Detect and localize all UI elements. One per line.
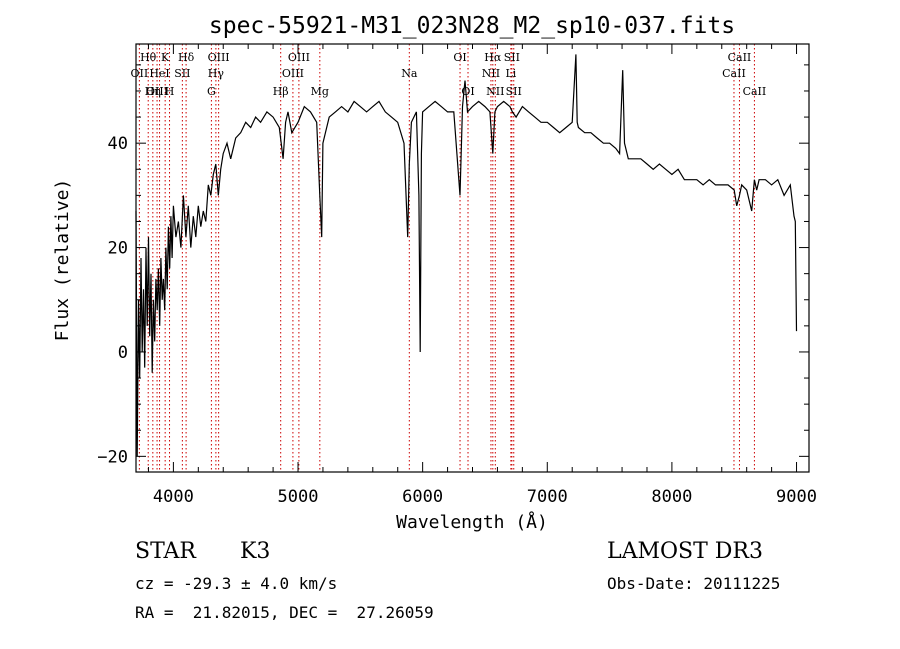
y-tick-label: 0 (118, 343, 128, 363)
line-label-3: Hη (145, 85, 161, 98)
line-label-5: K (161, 51, 170, 64)
x-tick-label: 7000 (527, 487, 568, 507)
line-label-7: SII (174, 67, 190, 80)
line-label-0: Hθ (140, 51, 157, 64)
line-label-12: Hβ (273, 85, 289, 98)
line-label-23: Li (505, 67, 516, 80)
sky-coordinates: RA = 21.82015, DEC = 27.26059 (135, 603, 434, 622)
line-label-20: NII (482, 67, 500, 80)
chart-title: spec-55921-M31_023N28_M2_sp10-037.fits (209, 13, 735, 39)
line-label-10: Hγ (208, 67, 225, 80)
line-label-16: Na (401, 67, 418, 80)
object-class: STAR (135, 539, 196, 564)
line-label-19: Hα (484, 51, 502, 64)
y-axis-label: Flux (relative) (52, 179, 73, 342)
plot-frame (135, 43, 810, 473)
line-label-25: CaII (728, 51, 752, 64)
line-label-24: SII (506, 85, 522, 98)
line-label-15: Mg (311, 85, 329, 98)
line-label-9: OIII (208, 51, 230, 64)
x-tick-label: 4000 (153, 487, 194, 507)
line-label-14: OIII (288, 51, 310, 64)
line-label-17: OI (453, 51, 466, 64)
redshift-velocity: cz = -29.3 ± 4.0 km/s (135, 574, 338, 593)
x-axis-label: Wavelength (Å) (396, 511, 548, 533)
line-label-21: NII (486, 85, 504, 98)
y-axis-ticks: −20 0 20 40 (97, 64, 809, 467)
y-tick-label: 20 (108, 239, 128, 259)
line-label-8: Hδ (178, 51, 195, 64)
x-tick-label: 9000 (776, 487, 817, 507)
line-label-2: OIII (146, 85, 168, 98)
line-label-27: CaII (743, 85, 767, 98)
line-label-4: HeI (149, 67, 169, 80)
line-label-22: SII (504, 51, 520, 64)
spectrum-series-line (135, 54, 798, 457)
x-tick-label: 8000 (651, 487, 692, 507)
y-tick-label: 40 (108, 134, 128, 154)
line-label-11: G (207, 85, 216, 98)
object-subclass: K3 (240, 539, 271, 564)
x-axis-ticks: 4000 5000 6000 7000 8000 9000 (147, 44, 817, 507)
x-tick-label: 6000 (402, 487, 443, 507)
line-label-26: CaII (722, 67, 746, 80)
x-tick-label: 5000 (278, 487, 319, 507)
survey-name: LAMOST DR3 (607, 539, 763, 564)
line-label-13: OIII (282, 67, 304, 80)
spectral-line-markers (138, 44, 755, 472)
observation-date: Obs-Date: 20111225 (607, 574, 781, 593)
line-label-6: H (165, 85, 175, 98)
y-tick-label: −20 (97, 447, 128, 467)
line-label-1: OII (131, 67, 149, 80)
